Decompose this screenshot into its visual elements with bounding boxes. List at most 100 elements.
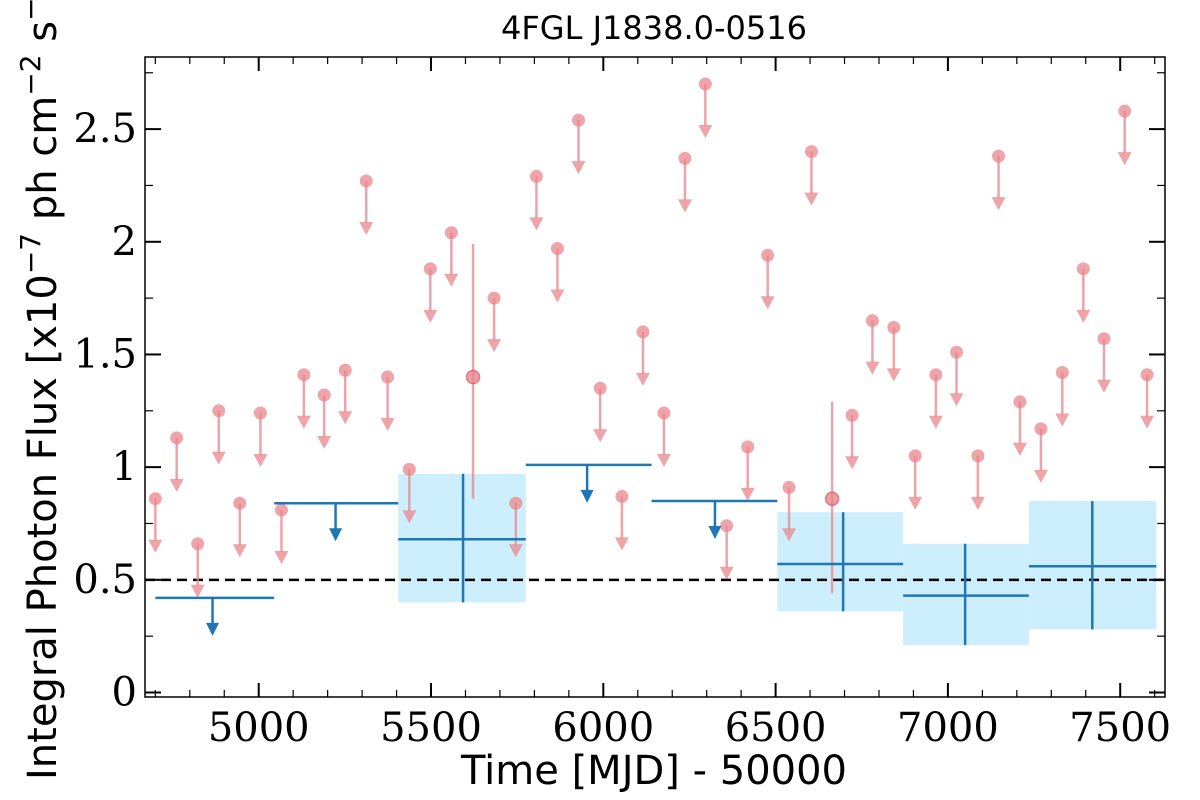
monthly-upper-limit-point xyxy=(908,449,922,463)
monthly-upper-limit-arrow xyxy=(1076,309,1091,323)
monthly-upper-limit-point xyxy=(212,404,226,418)
monthly-upper-limit-point xyxy=(720,519,734,533)
plot-frame xyxy=(144,56,1166,698)
y-axis-label-exp1: −7 xyxy=(14,233,47,274)
yearly-error-band xyxy=(777,512,904,612)
monthly-upper-limit-arrow xyxy=(635,372,650,386)
monthly-upper-limit-arrow xyxy=(614,537,629,551)
monthly-upper-limit-arrow xyxy=(991,197,1006,211)
monthly-upper-limit-arrow xyxy=(338,411,353,425)
monthly-upper-limit-point xyxy=(1055,365,1069,379)
monthly-upper-limit-arrow xyxy=(1097,379,1112,393)
monthly-upper-limit-arrow xyxy=(1140,415,1155,429)
monthly-upper-limit-point xyxy=(550,242,564,256)
y-axis-label-mid2: s xyxy=(20,21,66,55)
monthly-upper-limit-arrow xyxy=(380,418,395,431)
axes: 5000 5500 6000 6500 7000 7500 0 0.5 1 1.5 2 2.5 xyxy=(73,56,1171,751)
monthly-upper-limit-arrow xyxy=(190,584,205,598)
monthly-upper-limit-arrow xyxy=(274,550,289,564)
monthly-upper-limit-point xyxy=(423,262,437,276)
monthly-upper-limit-arrow xyxy=(886,368,901,382)
monthly-upper-limit-arrow xyxy=(1117,152,1132,166)
y-axis-label-exp2: −2 xyxy=(14,54,47,95)
monthly-upper-limit-point xyxy=(233,496,247,510)
monthly-upper-limit-point xyxy=(971,449,985,463)
monthly-upper-limit-point xyxy=(170,431,184,445)
monthly-upper-limit-point xyxy=(593,381,607,395)
monthly-upper-limit-arrow xyxy=(845,456,860,470)
monthly-upper-limit-arrow xyxy=(444,273,459,287)
yearly-upper-limit-arrow xyxy=(708,525,722,539)
monthly-upper-limit-arrow xyxy=(677,199,692,213)
monthly-upper-limit-arrow xyxy=(1033,469,1048,483)
monthly-upper-limit-point xyxy=(887,320,901,334)
monthly-upper-limit-point xyxy=(865,314,879,328)
monthly-upper-limit-arrow xyxy=(908,496,923,510)
monthly-upper-limit-arrow xyxy=(232,544,247,558)
x-tick-label: 5000 xyxy=(208,705,310,751)
monthly-upper-limit-arrow xyxy=(423,309,438,323)
monthly-upper-limit-point xyxy=(615,489,629,503)
monthly-upper-limit-point xyxy=(381,370,395,384)
monthly-upper-limit-point xyxy=(929,368,943,382)
monthly-upper-limit-point xyxy=(529,169,543,183)
monthly-upper-limit-arrow xyxy=(508,544,523,558)
monthly-upper-limit-point xyxy=(191,537,205,551)
monthly-upper-limit-point xyxy=(761,248,775,262)
monthly-upper-limit-point xyxy=(1013,395,1027,409)
monthly-upper-limit-arrow xyxy=(253,454,268,468)
monthly-upper-limit-arrow xyxy=(804,192,819,206)
x-tick-label: 7000 xyxy=(897,705,999,751)
yearly-upper-limit-arrow xyxy=(329,528,343,542)
y-axis-label-mid: ph cm xyxy=(20,96,66,233)
monthly-upper-limit-arrow xyxy=(571,161,586,175)
monthly-upper-limit-point xyxy=(845,408,859,422)
yearly-upper-limit-arrow xyxy=(206,622,220,636)
monthly-upper-limit-point xyxy=(444,226,458,240)
monthly-upper-limit-point xyxy=(1034,422,1048,436)
yearly-upper-limit-arrow xyxy=(580,489,594,503)
monthly-upper-limit-point xyxy=(1140,368,1154,382)
monthly-upper-limit-arrow xyxy=(169,478,184,492)
monthly-upper-limit-point xyxy=(338,363,352,377)
y-tick-label: 1.5 xyxy=(73,331,137,377)
x-axis-label: Time [MJD] - 50000 xyxy=(460,748,847,794)
monthly-upper-limit-point xyxy=(509,496,523,510)
monthly-upper-limit-arrow xyxy=(928,415,943,429)
monthly-upper-limit-point xyxy=(950,345,964,359)
monthly-upper-limit-point xyxy=(741,440,755,454)
monthly-upper-limit-point xyxy=(678,151,692,165)
monthly-upper-limit-point xyxy=(297,368,311,382)
x-tick-label: 5500 xyxy=(380,705,482,751)
monthly-upper-limit-point xyxy=(1076,262,1090,276)
monthly-upper-limit-arrow xyxy=(317,436,332,450)
monthly-upper-limit-arrow xyxy=(1055,413,1070,427)
monthly-upper-limit-arrow xyxy=(211,451,226,465)
monthly-upper-limit-arrow xyxy=(529,217,544,231)
y-tick-label: 0 xyxy=(112,669,137,715)
monthly-upper-limit-arrow xyxy=(949,393,964,407)
y-tick-label: 1 xyxy=(112,444,137,490)
monthly-detection-point xyxy=(465,369,481,385)
monthly-upper-limit-point xyxy=(992,149,1006,163)
monthly-upper-limit-point xyxy=(657,406,671,420)
monthly-upper-limit-point xyxy=(636,325,650,339)
monthly-upper-limit-point xyxy=(274,503,288,517)
monthly-upper-limit-point xyxy=(487,291,501,305)
monthly-upper-limit-arrow xyxy=(719,566,734,580)
x-tick-label: 6500 xyxy=(725,705,827,751)
monthly-upper-limit-arrow xyxy=(656,454,671,468)
monthly-upper-limit-point xyxy=(359,174,373,188)
plot-area xyxy=(145,77,1165,646)
monthly-upper-limit-point xyxy=(572,113,585,127)
monthly-upper-limit-point xyxy=(253,406,267,420)
monthly-upper-limit-point xyxy=(317,388,331,402)
monthly-upper-limit-arrow xyxy=(698,125,713,139)
x-tick-label: 7500 xyxy=(1069,705,1171,751)
monthly-upper-limit-point xyxy=(1097,332,1111,346)
monthly-upper-limit-point xyxy=(402,462,416,476)
monthly-upper-limit-arrow xyxy=(593,429,608,443)
monthly-upper-limit-arrow xyxy=(740,487,755,501)
y-tick-label: 0.5 xyxy=(73,557,137,603)
